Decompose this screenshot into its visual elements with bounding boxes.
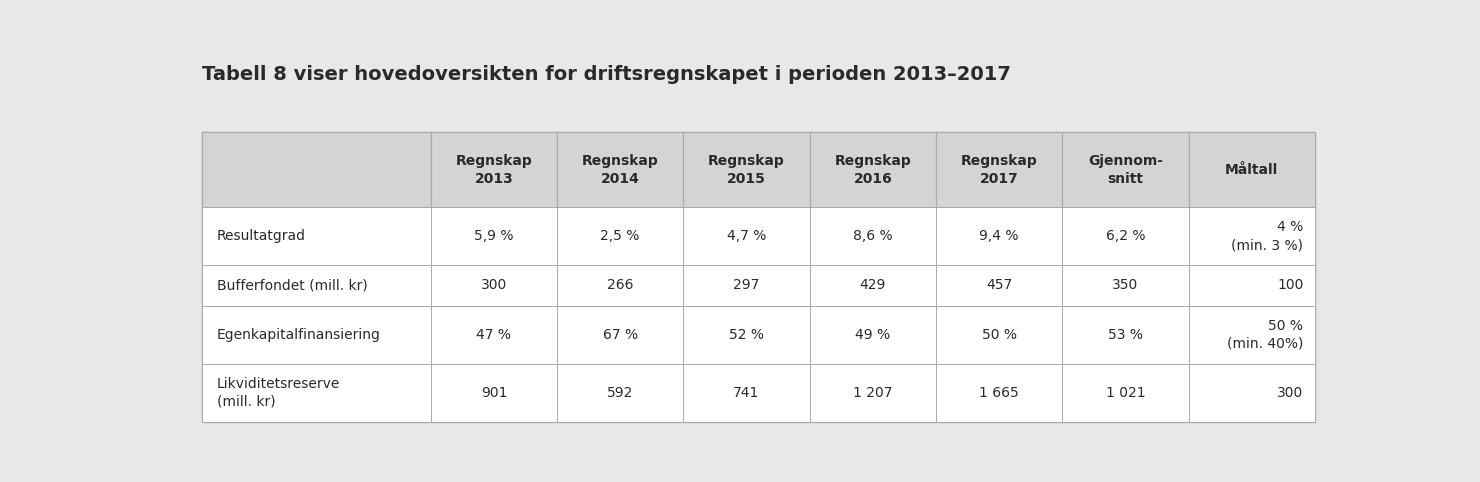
Text: 47 %: 47 % (477, 328, 512, 342)
Bar (810, 132, 935, 207)
Bar (556, 306, 684, 363)
Text: 592: 592 (607, 386, 633, 400)
Text: 741: 741 (733, 386, 759, 400)
Bar (935, 132, 1063, 207)
Bar (1063, 207, 1188, 265)
Text: 1 021: 1 021 (1106, 386, 1146, 400)
Bar (1188, 132, 1314, 207)
Bar (1188, 207, 1314, 265)
Bar (935, 306, 1063, 363)
Bar (431, 306, 556, 363)
Text: Regnskap
2016: Regnskap 2016 (835, 153, 912, 186)
Bar (203, 306, 431, 363)
Bar (203, 363, 431, 422)
Text: Gjennom-
snitt: Gjennom- snitt (1088, 153, 1163, 186)
Text: 49 %: 49 % (855, 328, 891, 342)
Text: 1 207: 1 207 (852, 386, 892, 400)
Bar (203, 207, 431, 265)
Bar (810, 207, 935, 265)
Text: Bufferfondet (mill. kr): Bufferfondet (mill. kr) (218, 279, 369, 293)
Bar (1063, 132, 1188, 207)
Bar (810, 363, 935, 422)
Text: 100: 100 (1277, 279, 1304, 293)
Bar (1188, 265, 1314, 306)
Bar (203, 265, 431, 306)
Bar (556, 207, 684, 265)
Text: Regnskap
2017: Regnskap 2017 (961, 153, 1037, 186)
Text: 300: 300 (1277, 386, 1304, 400)
Bar (1188, 363, 1314, 422)
Bar (810, 306, 935, 363)
Bar (810, 265, 935, 306)
Text: Egenkapitalfinansiering: Egenkapitalfinansiering (218, 328, 380, 342)
Bar (1063, 306, 1188, 363)
Text: 297: 297 (733, 279, 759, 293)
Text: Tabell 8 viser hovedoversikten for driftsregnskapet i perioden 2013–2017: Tabell 8 viser hovedoversikten for drift… (203, 65, 1011, 84)
Bar (203, 132, 1314, 422)
Text: Regnskap
2014: Regnskap 2014 (582, 153, 659, 186)
Text: 8,6 %: 8,6 % (852, 229, 892, 243)
Bar (431, 207, 556, 265)
Bar (1063, 265, 1188, 306)
Bar (935, 265, 1063, 306)
Text: 350: 350 (1113, 279, 1138, 293)
Bar (935, 363, 1063, 422)
Text: 1 665: 1 665 (980, 386, 1018, 400)
Text: 50 %
(min. 40%): 50 % (min. 40%) (1227, 319, 1304, 350)
Bar (684, 306, 810, 363)
Text: 6,2 %: 6,2 % (1106, 229, 1146, 243)
Text: Regnskap
2013: Regnskap 2013 (456, 153, 533, 186)
Text: Måltall: Måltall (1225, 163, 1279, 177)
Bar (431, 363, 556, 422)
Text: 4,7 %: 4,7 % (727, 229, 767, 243)
Bar (556, 265, 684, 306)
Text: 52 %: 52 % (730, 328, 764, 342)
Bar (684, 363, 810, 422)
Text: 2,5 %: 2,5 % (601, 229, 639, 243)
Text: Regnskap
2015: Regnskap 2015 (707, 153, 784, 186)
Text: Likviditetsreserve
(mill. kr): Likviditetsreserve (mill. kr) (218, 377, 340, 409)
Text: Resultatgrad: Resultatgrad (218, 229, 306, 243)
Bar (556, 363, 684, 422)
Text: 4 %
(min. 3 %): 4 % (min. 3 %) (1231, 220, 1304, 252)
Bar (556, 132, 684, 207)
Text: 53 %: 53 % (1109, 328, 1143, 342)
Text: 901: 901 (481, 386, 508, 400)
Text: 50 %: 50 % (981, 328, 1017, 342)
Bar (1188, 306, 1314, 363)
Bar (684, 207, 810, 265)
Text: 429: 429 (860, 279, 887, 293)
Text: 266: 266 (607, 279, 633, 293)
Text: 457: 457 (986, 279, 1012, 293)
Bar (1063, 363, 1188, 422)
Text: 67 %: 67 % (602, 328, 638, 342)
Text: 9,4 %: 9,4 % (980, 229, 1018, 243)
Bar (203, 132, 431, 207)
Bar (431, 265, 556, 306)
Bar (684, 132, 810, 207)
Bar (935, 207, 1063, 265)
Text: 5,9 %: 5,9 % (474, 229, 514, 243)
Bar (684, 265, 810, 306)
Text: 300: 300 (481, 279, 508, 293)
Bar (431, 132, 556, 207)
